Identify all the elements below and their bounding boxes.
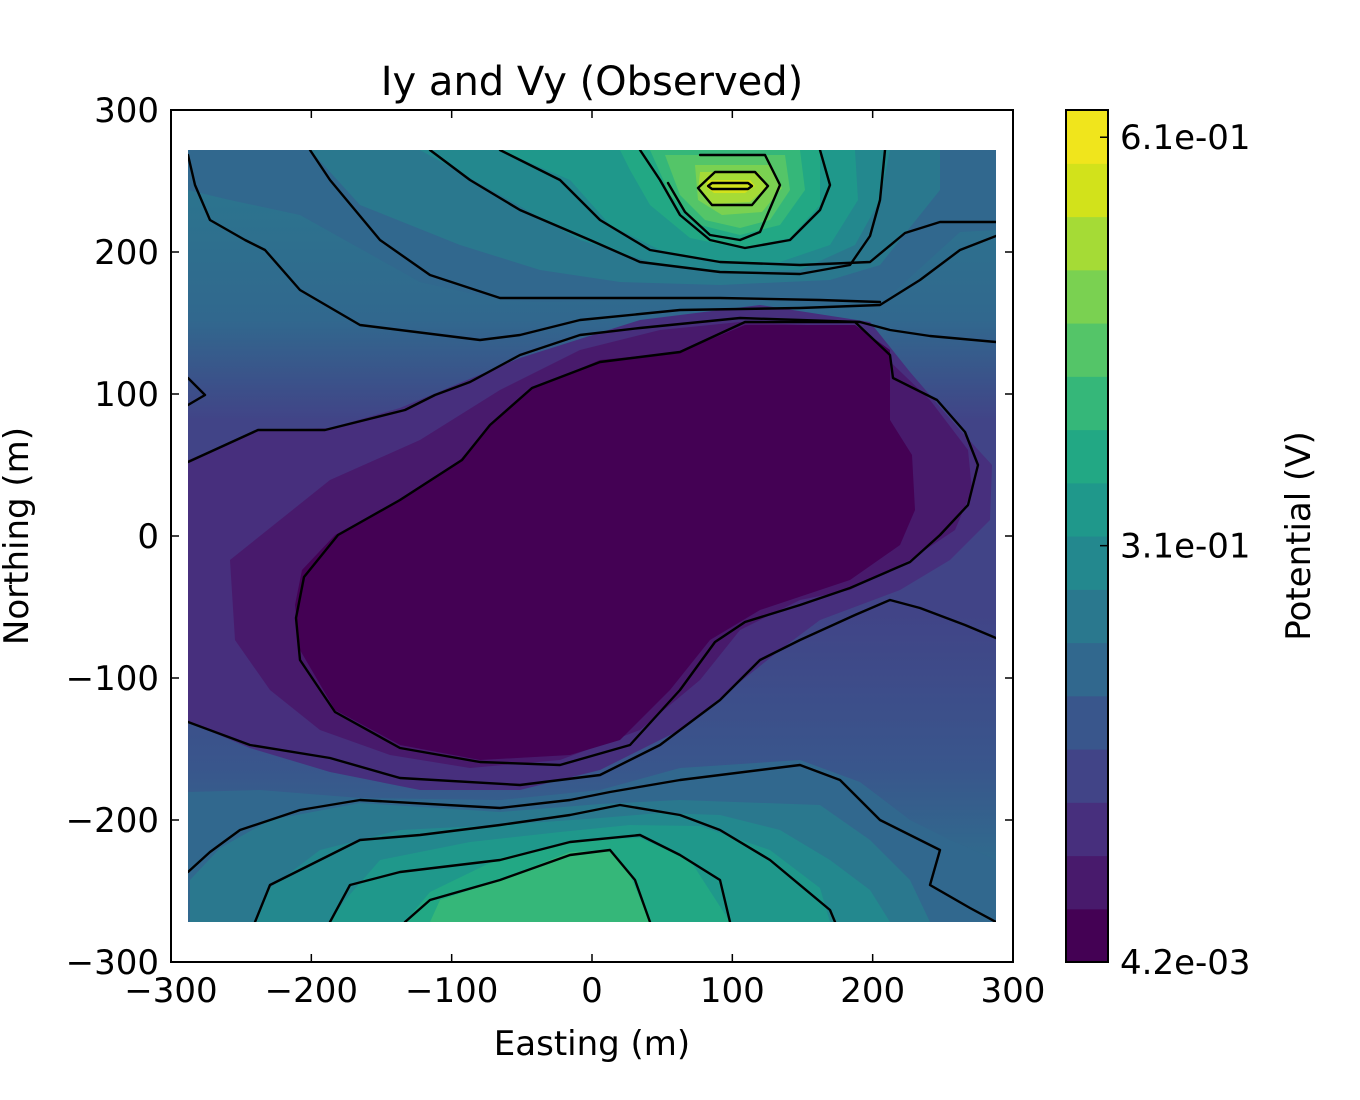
colorbar-band: [1066, 216, 1108, 271]
y-tick-label: 200: [94, 233, 159, 273]
x-tick-label: −200: [265, 971, 358, 1011]
y-axis-title: Northing (m): [0, 427, 37, 645]
colorbar-band: [1066, 589, 1108, 644]
contour-field: [188, 150, 996, 922]
contour-line: [498, 150, 996, 267]
contour-line: [328, 833, 732, 922]
chart-title: Iy and Vy (Observed): [381, 59, 803, 105]
contour-line: [638, 150, 832, 250]
y-tick-label: 300: [94, 91, 159, 131]
contour-line: [188, 153, 996, 342]
colorbar-band: [1066, 536, 1108, 590]
center-lobe-level-3: [295, 325, 915, 760]
contour-line: [188, 376, 207, 407]
x-tick-label: 300: [981, 971, 1046, 1011]
contour-lines: [188, 150, 996, 922]
colorbar-tick-label: 3.1e-01: [1120, 527, 1251, 567]
colorbar-label: Potential (V): [1279, 431, 1319, 641]
contour-line: [253, 803, 837, 922]
contour-line: [428, 150, 887, 276]
y-tick-label: −100: [66, 659, 159, 699]
colorbar-band: [1066, 908, 1108, 963]
colorbar-band: [1066, 482, 1108, 537]
x-axis: −300 −200 −100 0 100 200 300: [124, 110, 1045, 1011]
contour-line: [696, 170, 770, 207]
contour-line: [308, 150, 882, 304]
contour-line: [706, 181, 754, 191]
colorbar-tick-label: 4.2e-03: [1120, 943, 1251, 983]
contour-line: [403, 848, 652, 922]
colorbar-band: [1066, 269, 1108, 324]
contour-line: [188, 763, 996, 922]
colorbar-band: [1066, 802, 1108, 857]
contour-line: [188, 598, 996, 787]
x-tick-label: −100: [405, 971, 498, 1011]
contour-line: [188, 316, 996, 464]
y-tick-label: −200: [66, 801, 159, 841]
colorbar-band: [1066, 749, 1108, 803]
x-tick-label: 0: [581, 971, 603, 1011]
colorbar-band: [1066, 376, 1108, 431]
colorbar-frame: [1065, 109, 1109, 963]
x-tick-label: −300: [124, 971, 217, 1011]
colorbar-tick-label: 6.1e-01: [1120, 118, 1251, 158]
x-tick-label: 100: [700, 971, 765, 1011]
bottom-lobe-level-6: [430, 850, 650, 922]
colorbar-band: [1066, 163, 1108, 218]
y-tick-label: −300: [66, 943, 159, 983]
contour-line: [666, 153, 782, 242]
y-axis: −300 −200 −100 0 100 200 300: [66, 91, 1013, 983]
colorbar: 4.2e-03 3.1e-01 6.1e-01 Potential (V): [1065, 109, 1319, 983]
contour-line: [294, 320, 980, 767]
colorbar-bands: [1066, 110, 1108, 963]
x-axis-title: Easting (m): [494, 1024, 690, 1064]
x-tick-label: 200: [840, 971, 905, 1011]
colorbar-band: [1066, 695, 1108, 750]
colorbar-band: [1066, 323, 1108, 377]
y-tick-label: 100: [94, 375, 159, 415]
colorbar-band: [1066, 429, 1108, 484]
y-tick-label: 0: [137, 517, 159, 557]
colorbar-band: [1066, 855, 1108, 910]
colorbar-band: [1066, 642, 1108, 697]
colorbar-ticks: 4.2e-03 3.1e-01 6.1e-01: [1100, 118, 1251, 983]
